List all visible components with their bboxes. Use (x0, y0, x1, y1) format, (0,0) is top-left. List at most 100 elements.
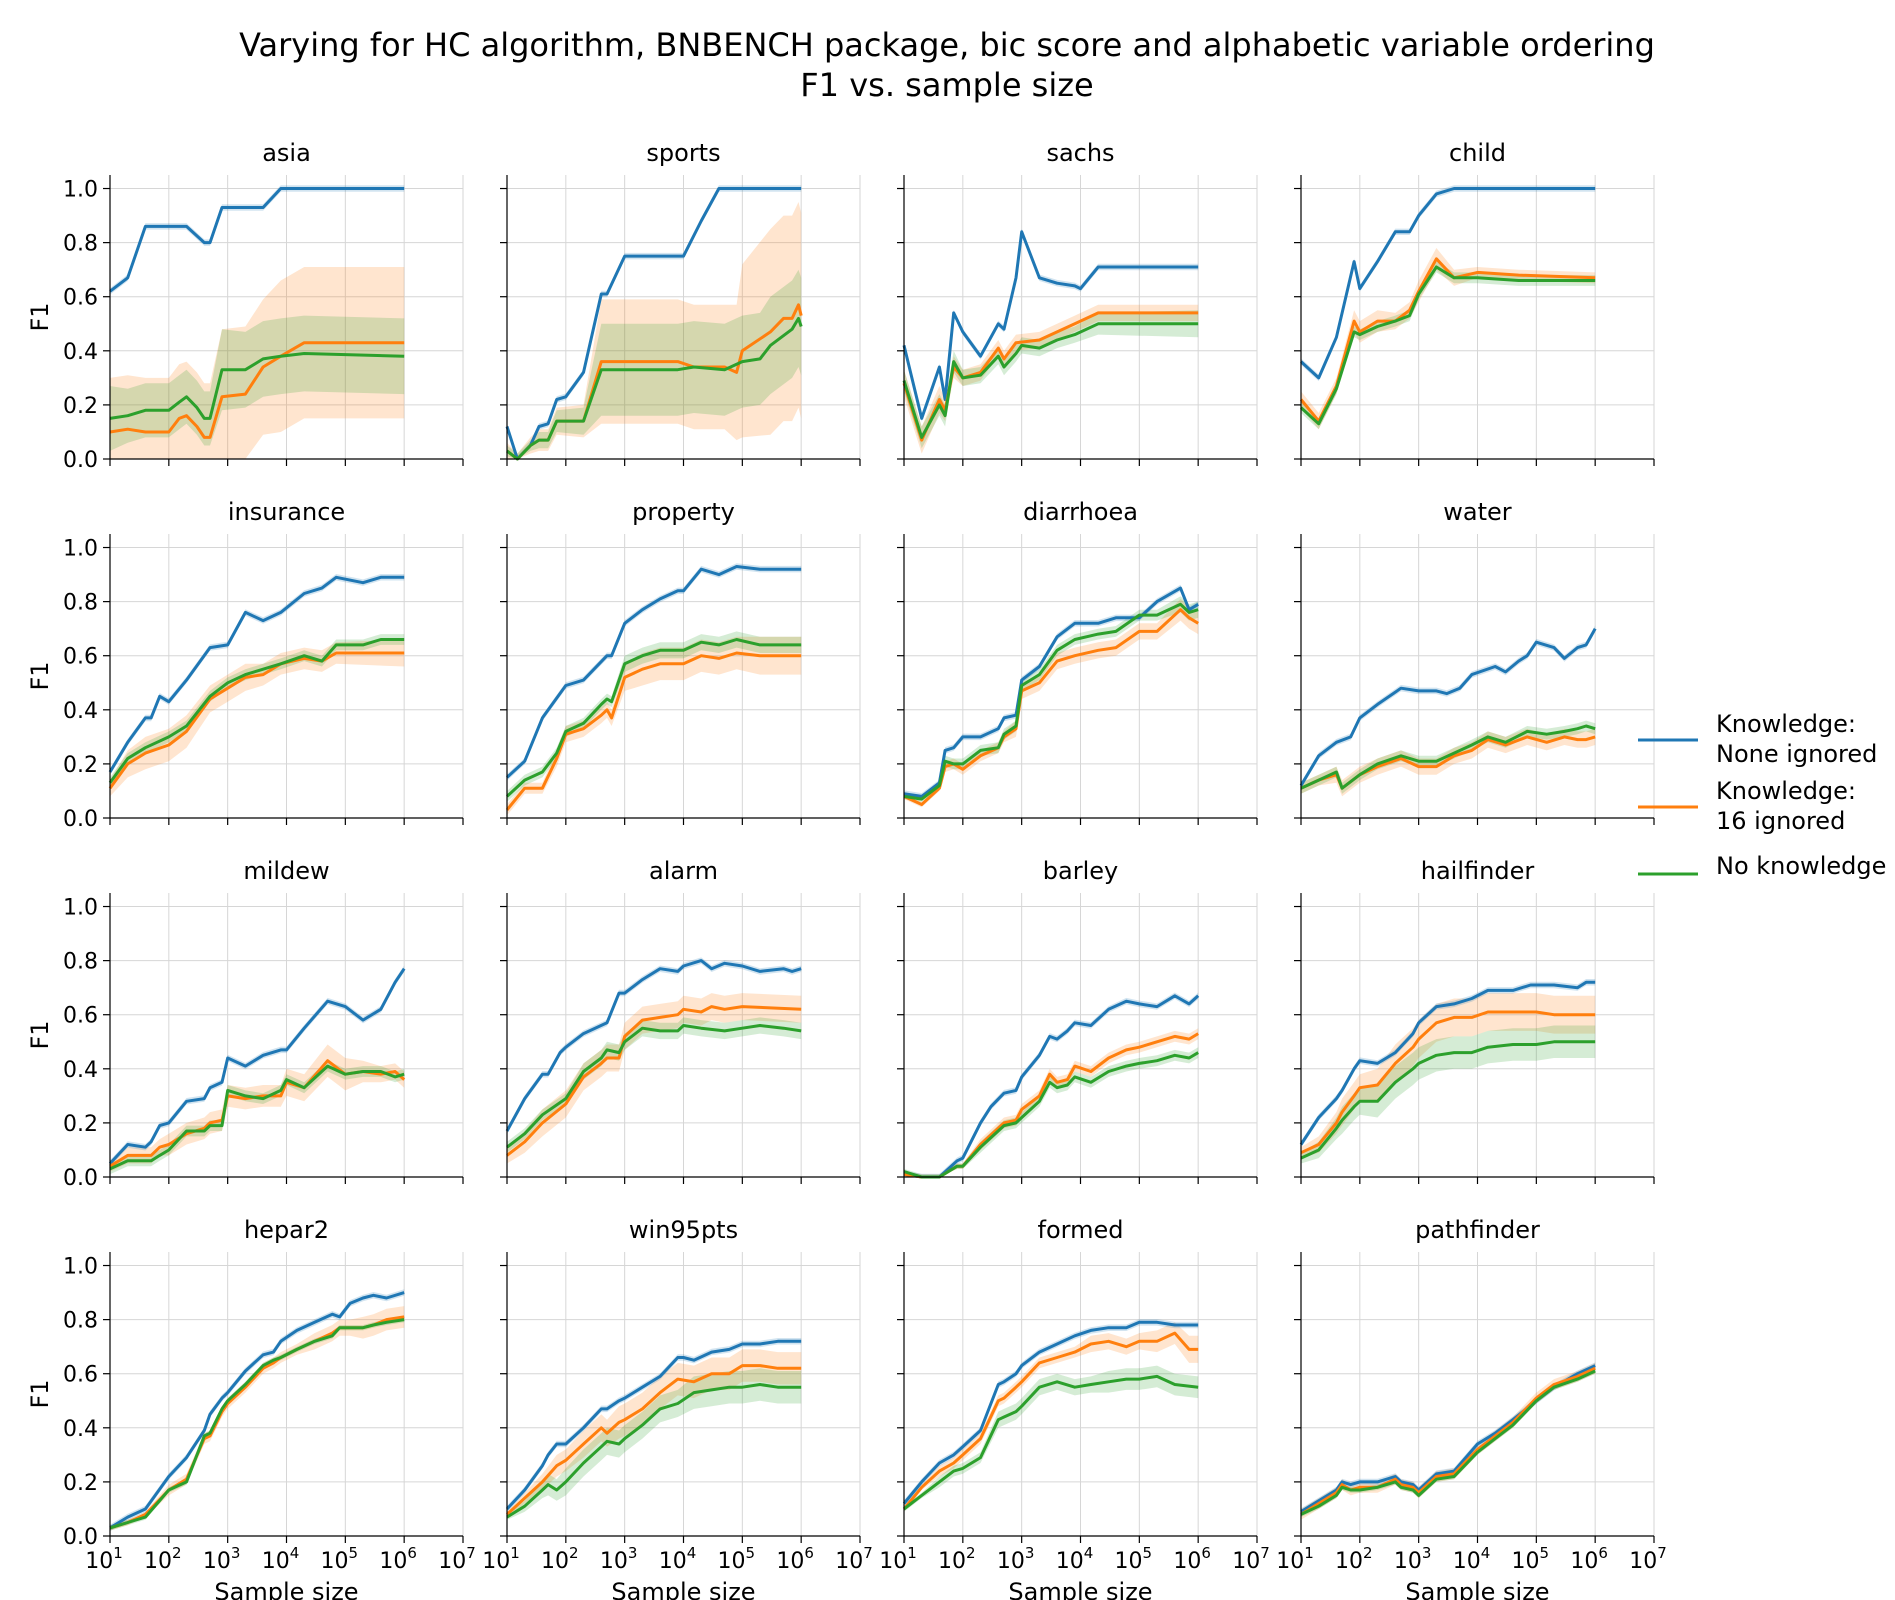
panel-title: formed (1038, 1216, 1124, 1244)
x-tick-label: 103 (997, 1544, 1035, 1574)
x-tick-label: 105 (718, 1544, 756, 1574)
band-16-ignored (507, 202, 802, 459)
band-16-ignored (110, 1044, 405, 1172)
y-tick-label: 0.2 (63, 1471, 98, 1496)
x-tick-label: 103 (203, 1544, 241, 1574)
panel-title: insurance (228, 498, 345, 526)
x-tick-label: 107 (1629, 1544, 1667, 1574)
line-no-knowledge (1299, 265, 1596, 426)
panel-grid: asia 0.0 0.2 0.4 0.6 0.8 1.0 F1 sports sachs child… (26, 139, 1667, 1600)
x-tick-label: 102 (541, 1544, 579, 1574)
line-16-ignored (902, 311, 1199, 442)
line-no-knowledge (903, 602, 1199, 801)
y-tick-label: 1.0 (63, 896, 98, 921)
y-tick-label: 0.2 (63, 1112, 98, 1137)
panel-sports: sports (500, 139, 861, 466)
panel-title: child (1449, 139, 1506, 167)
panel-title: barley (1043, 857, 1118, 885)
panel-title: win95pts (629, 1216, 738, 1244)
band-no-knowledge (507, 1017, 802, 1153)
band-no-knowledge (507, 631, 802, 802)
y-tick-label: 0.4 (63, 340, 98, 365)
x-tick-label: 106 (379, 1544, 417, 1574)
line-none-ignored (1299, 627, 1597, 787)
panel-title: pathfinder (1415, 1216, 1540, 1244)
chart-title: Varying for HC algorithm, BNBENCH packag… (239, 26, 1655, 64)
line-none-ignored (109, 1291, 405, 1530)
x-tick-label: 106 (1173, 1544, 1211, 1574)
panel-alarm: alarm (500, 857, 861, 1184)
y-tick-label: 0.6 (63, 1004, 98, 1029)
line-none-ignored (903, 586, 1199, 798)
x-tick-label: 101 (879, 1544, 917, 1574)
panel-title: hailfinder (1421, 857, 1535, 885)
line-no-knowledge (1300, 1369, 1596, 1516)
panel-title: sachs (1046, 139, 1114, 167)
x-tick-label: 103 (600, 1544, 638, 1574)
line-16-ignored (109, 341, 405, 439)
y-tick-label: 0.8 (63, 950, 98, 975)
y-tick-label: 0.8 (63, 1309, 98, 1334)
line-no-knowledge (903, 1051, 1199, 1179)
chart-subtitle: F1 vs. sample size (800, 66, 1093, 104)
line-16-ignored (1300, 1366, 1596, 1516)
line-no-knowledge (506, 1024, 802, 1149)
band-none-ignored (1301, 979, 1596, 1148)
panel-title: hepar2 (244, 1216, 329, 1244)
y-tick-label: 0.0 (63, 1525, 98, 1550)
x-axis-label: Sample size (214, 1578, 358, 1600)
legend-label: Knowledge: (1716, 777, 1856, 805)
band-no-knowledge (1301, 261, 1596, 430)
panel-title: mildew (243, 857, 329, 885)
panel-diarrhoea: diarrhoea (897, 498, 1258, 825)
y-tick-label: 0.6 (63, 286, 98, 311)
y-tick-label: 0.2 (63, 394, 98, 419)
panel-formed: formed 101 102 103 104 105 106 107 Sample size (879, 1216, 1270, 1600)
y-tick-label: 1.0 (63, 537, 98, 562)
line-no-knowledge (108, 638, 405, 784)
y-tick-label: 0.6 (63, 645, 98, 670)
legend-entry: Knowledge:16 ignored (1638, 777, 1856, 835)
band-no-knowledge (1301, 1025, 1596, 1164)
x-tick-label: 104 (1056, 1544, 1094, 1574)
line-no-knowledge (505, 638, 802, 798)
legend-label: No knowledge (1716, 852, 1886, 880)
line-16-ignored (902, 1331, 1199, 1510)
x-tick-label: 105 (321, 1544, 359, 1574)
x-tick-label: 104 (659, 1544, 697, 1574)
panel-water: water (1294, 498, 1655, 825)
band-none-ignored (1301, 1362, 1596, 1515)
x-tick-label: 104 (262, 1544, 300, 1574)
x-tick-label: 107 (835, 1544, 873, 1574)
band-no-knowledge (904, 596, 1199, 802)
band-no-knowledge (507, 269, 802, 459)
x-tick-label: 102 (938, 1544, 976, 1574)
panel-sachs: sachs (897, 139, 1258, 466)
line-none-ignored (108, 967, 406, 1165)
y-tick-label: 0.4 (63, 699, 98, 724)
panel-title: property (632, 498, 735, 526)
line-none-ignored (1299, 980, 1596, 1146)
line-no-knowledge (109, 352, 405, 420)
y-tick-label: 0.0 (63, 1166, 98, 1191)
panel-asia: asia 0.0 0.2 0.4 0.6 0.8 1.0 F1 (26, 139, 464, 473)
line-no-knowledge (506, 316, 803, 461)
band-16-ignored (904, 1028, 1199, 1177)
panel-barley: barley (897, 857, 1258, 1184)
band-16-ignored (1301, 1362, 1596, 1520)
panel-title: asia (262, 139, 311, 167)
x-axis-label: Sample size (1008, 1578, 1152, 1600)
line-16-ignored (506, 1005, 802, 1157)
y-tick-label: 0.8 (63, 232, 98, 257)
y-tick-label: 0.0 (63, 448, 98, 473)
line-none-ignored (1299, 187, 1596, 380)
y-tick-label: 0.6 (63, 1363, 98, 1388)
y-tick-label: 0.4 (63, 1058, 98, 1083)
band-no-knowledge (904, 1047, 1199, 1177)
band-16-ignored (110, 1306, 405, 1531)
line-none-ignored (108, 575, 405, 773)
x-tick-label: 105 (1512, 1544, 1550, 1574)
y-tick-label: 1.0 (63, 178, 98, 203)
line-no-knowledge (903, 1374, 1199, 1511)
